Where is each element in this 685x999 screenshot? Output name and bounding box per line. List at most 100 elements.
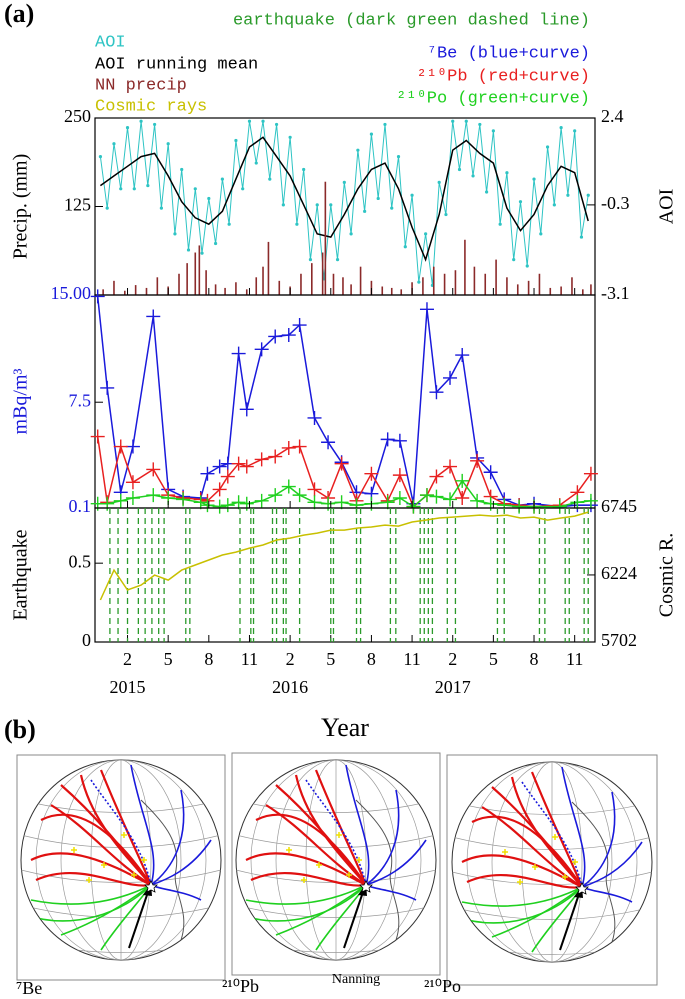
point-marker xyxy=(146,488,161,503)
point xyxy=(532,177,536,181)
point-marker xyxy=(429,469,444,484)
point xyxy=(566,193,570,197)
point xyxy=(234,138,238,143)
point xyxy=(254,161,258,165)
point xyxy=(342,180,346,184)
bar xyxy=(145,287,148,295)
point-marker xyxy=(334,495,349,510)
point-marker xyxy=(254,493,269,508)
point-marker xyxy=(254,342,269,357)
map-label: ²¹⁰Pb xyxy=(222,976,259,996)
legend-entry: ²¹⁰Pb (red+curve) xyxy=(417,67,590,86)
bar xyxy=(443,273,446,295)
point xyxy=(207,196,211,201)
series-line xyxy=(96,296,591,508)
legend-entry: ⁷Be (blue+curve) xyxy=(427,44,590,63)
point xyxy=(457,167,462,172)
point-marker xyxy=(292,318,307,333)
bar xyxy=(370,280,373,295)
point xyxy=(268,177,272,181)
point xyxy=(478,122,482,127)
bar xyxy=(400,289,403,295)
point xyxy=(356,148,360,152)
point-marker xyxy=(443,459,458,474)
point-marker xyxy=(364,466,379,481)
y-axis-title: Earthquake xyxy=(10,529,32,620)
point-marker xyxy=(220,498,235,513)
point-marker xyxy=(307,482,322,497)
bar xyxy=(178,273,180,295)
bar xyxy=(484,273,487,295)
x-tick-label: 5 xyxy=(489,649,498,669)
globe-map xyxy=(452,762,652,962)
point-marker xyxy=(292,439,307,454)
bar xyxy=(422,277,424,295)
bar xyxy=(516,284,519,295)
point-marker xyxy=(429,489,444,504)
point-marker xyxy=(212,459,227,474)
x-tick-label: 8 xyxy=(204,649,213,669)
point-marker xyxy=(100,380,115,395)
point-marker xyxy=(220,469,235,484)
point xyxy=(220,177,224,181)
point-marker xyxy=(443,370,458,385)
point-marker xyxy=(392,490,407,505)
point xyxy=(586,193,590,197)
point-marker xyxy=(429,385,444,400)
y-tick-label: 0 xyxy=(82,630,91,650)
point-marker xyxy=(380,495,395,510)
map-annotation: Nanning xyxy=(332,972,380,987)
point-marker xyxy=(200,466,215,481)
bar xyxy=(194,252,197,295)
point-marker xyxy=(113,493,128,508)
point xyxy=(112,142,116,146)
point xyxy=(545,145,550,149)
point xyxy=(396,155,401,159)
point-marker xyxy=(455,473,470,488)
legend-entry: earthquake (dark green dashed line) xyxy=(233,11,590,30)
point xyxy=(98,155,103,159)
point xyxy=(274,122,279,127)
point-marker xyxy=(176,492,191,507)
bar xyxy=(390,287,393,295)
plot-frame xyxy=(94,294,596,509)
bar xyxy=(134,285,137,295)
point-marker xyxy=(321,435,336,450)
bar xyxy=(590,284,592,295)
point-marker xyxy=(443,492,458,507)
point-marker xyxy=(419,302,434,317)
point xyxy=(125,126,130,130)
bar xyxy=(324,181,327,295)
point xyxy=(376,196,380,201)
point-marker xyxy=(239,459,254,474)
point xyxy=(261,119,265,123)
bar xyxy=(321,252,324,295)
legend-entry: Cosmic rays xyxy=(95,97,207,116)
point-marker xyxy=(470,453,485,468)
year-label: 2015 xyxy=(110,677,146,697)
bar xyxy=(255,277,258,295)
legend-entry: NN precip xyxy=(95,76,187,95)
bar xyxy=(473,266,476,295)
bar xyxy=(381,286,384,295)
x-tick-label: 11 xyxy=(566,649,583,669)
bar xyxy=(571,277,573,295)
point xyxy=(180,167,184,172)
y2-tick-label: 6745 xyxy=(601,496,637,516)
point-marker xyxy=(392,433,407,448)
point xyxy=(193,187,197,191)
panel-label: (b) xyxy=(4,715,36,744)
point xyxy=(498,222,502,226)
y-tick-label: 7.5 xyxy=(69,390,92,410)
point xyxy=(424,232,428,236)
point xyxy=(335,258,340,262)
point-marker xyxy=(307,410,322,425)
bar xyxy=(124,290,126,295)
point xyxy=(451,119,455,123)
point xyxy=(573,129,577,133)
point-marker xyxy=(90,289,105,304)
x-tick-label: 2 xyxy=(286,649,295,669)
bar xyxy=(267,241,270,295)
x-axis-title: Year xyxy=(321,713,369,742)
bar xyxy=(454,270,457,295)
